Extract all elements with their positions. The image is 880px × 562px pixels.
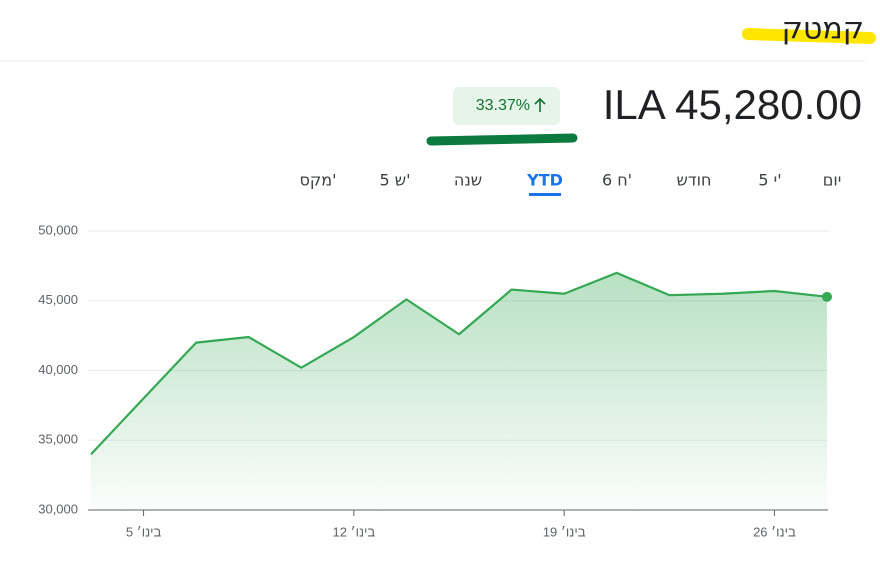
title-highlight <box>742 28 876 44</box>
period-tab[interactable]: שנה <box>454 171 482 190</box>
price: ILA 45,280.00 <box>603 81 862 128</box>
x-tick-label: 19 בינו׳ <box>543 524 586 539</box>
y-tick-label: 35,000 <box>38 432 78 447</box>
change-percent: 33.37% <box>476 97 530 114</box>
x-tick-label: 5 בינו׳ <box>126 524 162 539</box>
period-tab[interactable]: מקס' <box>299 171 336 190</box>
tab-underline <box>529 193 561 196</box>
y-tick-label: 45,000 <box>38 292 78 307</box>
period-tab[interactable]: יום <box>823 171 842 190</box>
period-tab[interactable]: 5 י' <box>758 171 781 190</box>
y-tick-label: 40,000 <box>38 362 78 377</box>
change-underline <box>426 133 578 146</box>
up-arrow <box>534 97 546 112</box>
period-tab[interactable]: YTD <box>526 171 563 190</box>
x-tick-label: 12 בינו׳ <box>333 524 376 539</box>
period-tab[interactable]: 6 ח' <box>602 171 632 190</box>
price-line <box>90 271 828 455</box>
period-tab[interactable]: חודש <box>677 171 712 190</box>
period-tab[interactable]: 5 ש' <box>379 171 410 190</box>
y-tick-label: 30,000 <box>38 501 78 516</box>
change-badge <box>453 87 560 125</box>
y-tick-label: 50,000 <box>38 222 78 237</box>
last-point <box>822 291 832 302</box>
area <box>91 272 827 510</box>
x-tick-label: 26 בינו׳ <box>753 524 796 539</box>
stock-title: קמטק <box>782 12 864 47</box>
